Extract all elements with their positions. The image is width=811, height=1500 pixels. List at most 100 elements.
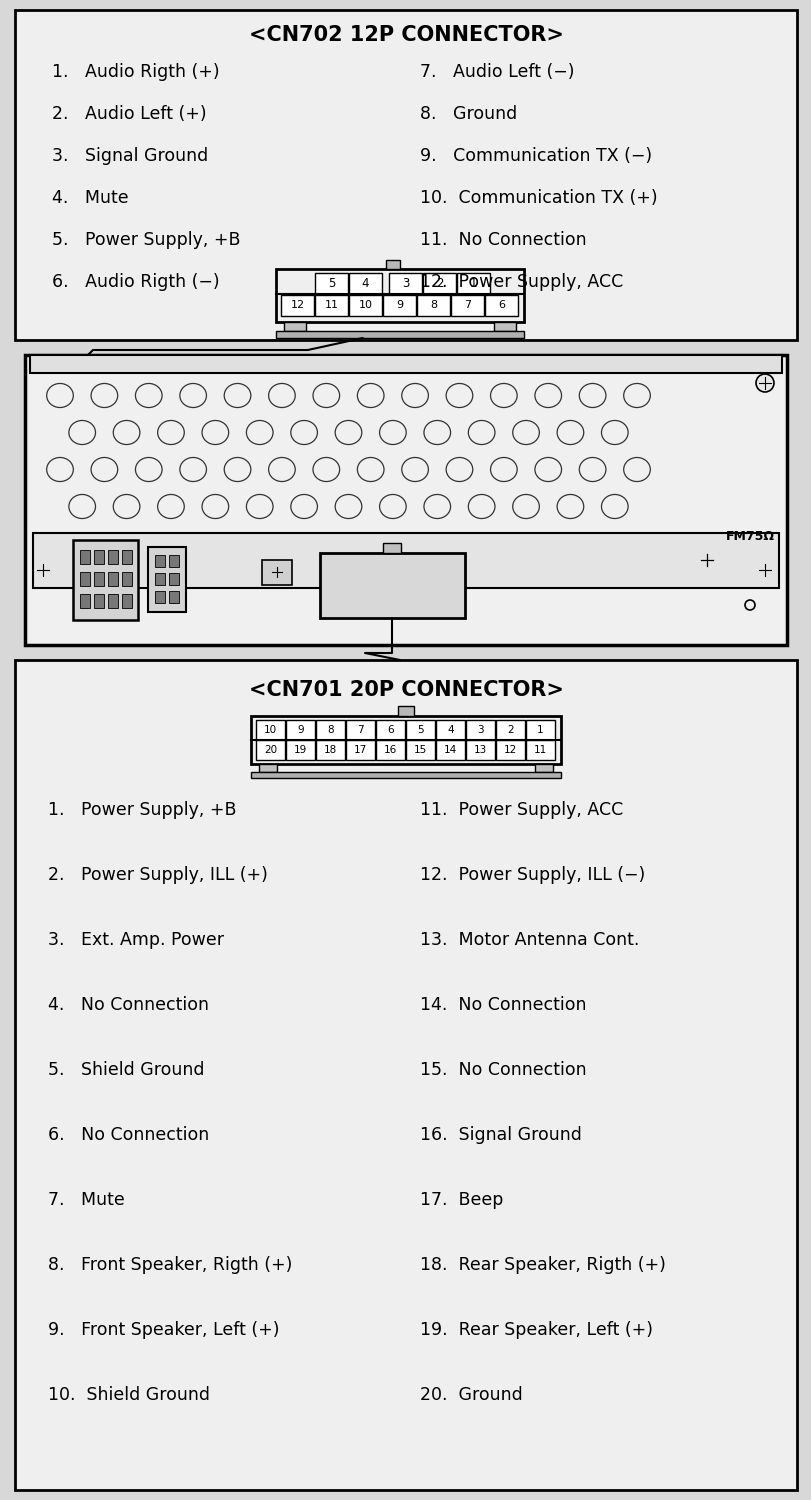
Bar [25,356,786,645]
Circle shape [388,592,396,600]
Circle shape [84,550,102,568]
Circle shape [439,592,445,600]
Bar [80,572,90,586]
Text: 2: 2 [507,724,513,735]
Text: 8: 8 [327,724,333,735]
Text: 3: 3 [401,278,409,290]
Circle shape [637,538,681,582]
Bar [108,572,118,586]
Text: 4: 4 [447,724,453,735]
Bar [276,332,523,338]
Circle shape [646,548,672,573]
Bar [526,740,554,760]
Circle shape [351,592,358,600]
Circle shape [376,592,383,600]
Circle shape [326,564,333,572]
Text: 10.  Communication TX (+): 10. Communication TX (+) [419,189,657,207]
Text: 14: 14 [444,746,457,754]
Text: 15: 15 [414,746,427,754]
Circle shape [414,564,420,572]
Bar [15,10,796,340]
Text: 6.   No Connection: 6. No Connection [48,1126,209,1144]
Text: 7.   Mute: 7. Mute [48,1191,125,1209]
Bar [276,268,523,322]
Text: 2.   Power Supply, ILL (+): 2. Power Supply, ILL (+) [48,865,268,883]
Bar [388,273,422,294]
Bar [169,555,178,567]
Text: 9: 9 [297,724,303,735]
Text: 10: 10 [264,724,277,735]
Circle shape [401,564,408,572]
Text: 1.   Audio Rigth (+): 1. Audio Rigth (+) [52,63,219,81]
Bar [122,594,132,608]
Circle shape [697,550,715,568]
Bar [345,720,375,740]
Bar [285,720,315,740]
Circle shape [426,592,433,600]
Bar [262,560,292,585]
Bar [251,772,560,778]
Text: 12.  Power Supply, ILL (−): 12. Power Supply, ILL (−) [419,865,645,883]
Bar [255,740,285,760]
Text: 3.   Signal Ground: 3. Signal Ground [52,147,208,165]
Text: 18.  Rear Speaker, Rigth (+): 18. Rear Speaker, Rigth (+) [419,1256,665,1274]
Circle shape [363,564,371,572]
Bar [155,555,165,567]
Bar [255,720,285,740]
Text: 2: 2 [436,278,443,290]
Text: 12: 12 [504,746,517,754]
Text: 8.   Front Speaker, Rigth (+): 8. Front Speaker, Rigth (+) [48,1256,292,1274]
Text: 9: 9 [396,300,402,310]
Text: <CN701 20P CONNECTOR>: <CN701 20P CONNECTOR> [248,680,563,700]
Text: 20: 20 [264,746,277,754]
Text: 7: 7 [463,300,470,310]
Circle shape [439,564,445,572]
Bar [259,764,277,772]
Bar [406,720,435,740]
Bar [315,720,345,740]
Bar [315,296,348,316]
Text: 19: 19 [294,746,307,754]
Circle shape [693,548,719,573]
Circle shape [397,550,414,568]
Circle shape [376,564,383,572]
Bar [108,550,118,564]
Bar [496,720,525,740]
Text: 11.  Power Supply, ACC: 11. Power Supply, ACC [419,801,623,819]
Bar [108,594,118,608]
Bar [80,550,90,564]
Circle shape [388,564,396,572]
Text: 5.   Shield Ground: 5. Shield Ground [48,1060,204,1078]
Text: 20.  Ground: 20. Ground [419,1386,522,1404]
Bar [169,573,178,585]
Text: 13.  Motor Antenna Cont.: 13. Motor Antenna Cont. [419,932,638,950]
Bar [148,548,186,612]
Circle shape [744,600,754,610]
Bar [155,573,165,585]
Text: 6: 6 [387,724,393,735]
Bar [406,740,435,760]
Bar [450,296,483,316]
Bar [30,356,781,374]
Bar [457,273,489,294]
Circle shape [338,592,345,600]
Text: 19.  Rear Speaker, Left (+): 19. Rear Speaker, Left (+) [419,1322,652,1340]
Circle shape [338,564,345,572]
Bar [15,660,796,1490]
Bar [285,740,315,760]
Text: 5.   Power Supply, +B: 5. Power Supply, +B [52,231,240,249]
Text: 2.   Audio Left (+): 2. Audio Left (+) [52,105,206,123]
Bar [320,554,465,618]
Text: 1: 1 [470,278,477,290]
Circle shape [401,592,408,600]
Text: 11: 11 [533,746,547,754]
Circle shape [684,538,728,582]
Bar [436,740,465,760]
Bar [80,594,90,608]
Text: 14.  No Connection: 14. No Connection [419,996,586,1014]
Text: 3.   Ext. Amp. Power: 3. Ext. Amp. Power [48,932,224,950]
Bar [251,716,560,764]
Text: 7: 7 [357,724,363,735]
Bar [383,296,415,316]
Bar [526,720,554,740]
